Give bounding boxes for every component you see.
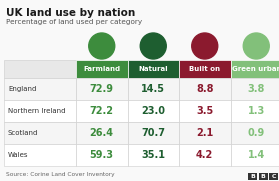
Text: 4.2: 4.2 <box>196 150 213 160</box>
Text: Green urban: Green urban <box>232 66 279 72</box>
Text: Built on: Built on <box>189 66 220 72</box>
Text: 26.4: 26.4 <box>90 128 114 138</box>
Text: Scotland: Scotland <box>8 130 39 136</box>
FancyBboxPatch shape <box>230 60 279 78</box>
FancyBboxPatch shape <box>179 100 230 122</box>
FancyBboxPatch shape <box>76 100 128 122</box>
FancyBboxPatch shape <box>269 173 278 180</box>
Text: 3.5: 3.5 <box>196 106 213 116</box>
FancyBboxPatch shape <box>248 173 257 180</box>
FancyBboxPatch shape <box>76 122 128 144</box>
Text: 1.4: 1.4 <box>248 150 265 160</box>
FancyBboxPatch shape <box>230 122 279 144</box>
Text: Source: Corine Land Cover Inventory: Source: Corine Land Cover Inventory <box>6 172 115 177</box>
FancyBboxPatch shape <box>179 78 230 100</box>
Text: 72.9: 72.9 <box>90 84 114 94</box>
FancyBboxPatch shape <box>179 122 230 144</box>
Text: 1.3: 1.3 <box>248 106 265 116</box>
FancyBboxPatch shape <box>76 78 128 100</box>
Text: Farmland: Farmland <box>83 66 120 72</box>
Text: UK land use by nation: UK land use by nation <box>6 8 135 18</box>
FancyBboxPatch shape <box>4 100 76 122</box>
FancyBboxPatch shape <box>128 122 179 144</box>
Circle shape <box>192 33 218 59</box>
FancyBboxPatch shape <box>230 144 279 166</box>
FancyBboxPatch shape <box>128 78 179 100</box>
Text: 0.9: 0.9 <box>248 128 265 138</box>
Text: 35.1: 35.1 <box>141 150 165 160</box>
Circle shape <box>140 33 166 59</box>
FancyBboxPatch shape <box>76 60 128 78</box>
Text: Northern Ireland: Northern Ireland <box>8 108 66 114</box>
Text: 14.5: 14.5 <box>141 84 165 94</box>
FancyBboxPatch shape <box>128 100 179 122</box>
Text: Wales: Wales <box>8 152 28 158</box>
Circle shape <box>89 33 115 59</box>
FancyBboxPatch shape <box>76 144 128 166</box>
Text: 23.0: 23.0 <box>141 106 165 116</box>
Text: 2.1: 2.1 <box>196 128 213 138</box>
Text: 72.2: 72.2 <box>90 106 114 116</box>
Text: 70.7: 70.7 <box>141 128 165 138</box>
FancyBboxPatch shape <box>179 60 230 78</box>
FancyBboxPatch shape <box>259 173 268 180</box>
Text: 3.8: 3.8 <box>247 84 265 94</box>
Circle shape <box>243 33 269 59</box>
Text: Natural: Natural <box>138 66 168 72</box>
FancyBboxPatch shape <box>230 78 279 100</box>
FancyBboxPatch shape <box>230 100 279 122</box>
FancyBboxPatch shape <box>128 60 179 78</box>
FancyBboxPatch shape <box>179 144 230 166</box>
Text: B: B <box>250 174 255 179</box>
Text: C: C <box>271 174 276 179</box>
Text: Percentage of land used per category: Percentage of land used per category <box>6 19 142 25</box>
FancyBboxPatch shape <box>4 60 76 78</box>
FancyBboxPatch shape <box>128 144 179 166</box>
Text: 8.8: 8.8 <box>196 84 213 94</box>
FancyBboxPatch shape <box>4 122 76 144</box>
Text: 59.3: 59.3 <box>90 150 114 160</box>
FancyBboxPatch shape <box>4 144 76 166</box>
Text: B: B <box>261 174 265 179</box>
Text: England: England <box>8 86 36 92</box>
FancyBboxPatch shape <box>4 78 76 100</box>
